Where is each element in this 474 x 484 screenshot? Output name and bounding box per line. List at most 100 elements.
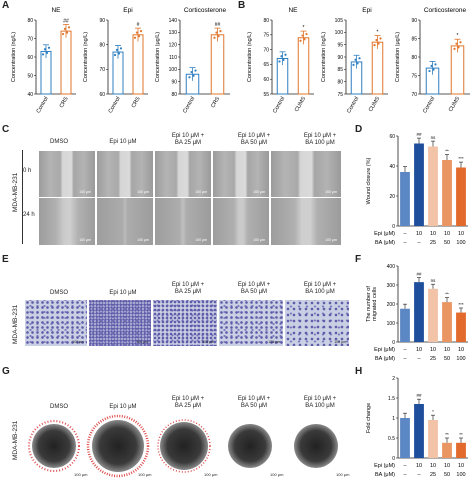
y-tick-label: 140 bbox=[169, 18, 178, 24]
x-tick-label: CRS bbox=[210, 96, 221, 109]
significance-label: *** bbox=[458, 156, 464, 161]
y-tick-label: 70 bbox=[99, 67, 105, 73]
condition-value: 10 bbox=[430, 231, 436, 237]
significance-label: ## bbox=[416, 272, 422, 277]
spheroid-ba50 bbox=[228, 424, 272, 468]
col-title-e-ba50: Epi 10 μM + BA 50 μM bbox=[237, 282, 271, 295]
y-axis-label: Concentration (ng/L) bbox=[247, 32, 253, 82]
condition-value: 25 bbox=[430, 356, 436, 362]
y-tick-label: 70 bbox=[27, 36, 33, 42]
condition-value: 100 bbox=[456, 240, 465, 246]
data-point bbox=[41, 53, 45, 56]
significance-label: ## bbox=[416, 393, 422, 398]
panel-label-h: H bbox=[355, 366, 363, 377]
data-point bbox=[356, 62, 359, 65]
chart-a-epi: Epi Concentration (ng/L) 60 70 80 90 Control # C… bbox=[83, 7, 148, 114]
bar-cums bbox=[371, 41, 384, 95]
transwell-image-ba50: 100 μm bbox=[218, 299, 284, 347]
condition-row-label: BA (μM) bbox=[375, 472, 395, 478]
data-point bbox=[352, 63, 355, 66]
condition-value: 10 bbox=[458, 347, 464, 353]
chart-title: NE bbox=[288, 7, 298, 14]
significance-label: ns bbox=[431, 278, 437, 283]
y-tick-label: 75 bbox=[411, 73, 417, 79]
y-tick-label: 100 bbox=[387, 321, 396, 327]
bar-1 bbox=[400, 172, 410, 226]
data-point bbox=[377, 42, 380, 45]
condition-value: 10 bbox=[430, 463, 436, 469]
spheroid-images: 100 μm 100 μm 100 μm 100 μm 100 μm bbox=[28, 414, 350, 478]
col-title-epi: Epi 10 μM bbox=[109, 139, 137, 145]
significance-label: ## bbox=[63, 18, 69, 24]
condition-row-label: Epi (μM) bbox=[374, 347, 395, 353]
wound-image-ba100-24h: 100 μm bbox=[270, 197, 342, 246]
x-tick-label: Control bbox=[108, 96, 122, 114]
y-axis-label: Concentration (ng/L) bbox=[11, 32, 17, 82]
cell-line-label-e: MDA-MB-231 bbox=[12, 304, 19, 344]
y-tick-label: 60 bbox=[99, 92, 105, 98]
x-tick-label: CRS bbox=[131, 96, 142, 109]
panel-label-a: A bbox=[2, 0, 10, 11]
condition-value: – bbox=[403, 231, 407, 237]
wound-image-epi-24h: 100 μm bbox=[96, 197, 154, 246]
data-point bbox=[119, 47, 123, 50]
condition-value: – bbox=[417, 356, 421, 362]
data-point bbox=[61, 32, 65, 36]
y-tick-label: 75 bbox=[263, 33, 269, 39]
col-title-g-ba100: Epi 10 μM + BA 100 μM bbox=[303, 396, 337, 409]
y-tick-label: 120 bbox=[169, 42, 178, 48]
spheroid-ba100 bbox=[294, 424, 338, 468]
y-tick-label: 100 bbox=[335, 30, 344, 36]
y-tick-label: 60 bbox=[389, 134, 395, 140]
y-tick-label: 65 bbox=[263, 62, 269, 68]
transwell-image-ba25: 100 μm bbox=[152, 299, 218, 347]
condition-value: – bbox=[403, 472, 407, 478]
y-tick-label: 70 bbox=[411, 92, 417, 98]
condition-row-label: Epi (μM) bbox=[374, 231, 395, 237]
y-axis-label: Concentration (ng/L) bbox=[321, 32, 327, 82]
y-tick-label: 95 bbox=[337, 42, 343, 48]
panel-label-e: E bbox=[2, 254, 9, 265]
data-point bbox=[188, 76, 191, 79]
wound-image-ba50-0h: 100 μm bbox=[212, 150, 270, 198]
bar-crs bbox=[210, 34, 225, 95]
y-tick-label: 60 bbox=[263, 77, 269, 83]
scale-g-1: 100 μm bbox=[74, 472, 88, 477]
panel-label-g: G bbox=[2, 366, 10, 377]
data-point bbox=[282, 58, 285, 62]
data-point bbox=[45, 51, 49, 55]
data-point bbox=[457, 46, 460, 49]
data-point bbox=[432, 68, 435, 71]
data-point bbox=[278, 60, 281, 63]
data-point bbox=[47, 46, 51, 49]
scale-g-3: 100 μm bbox=[204, 472, 218, 477]
cell-line-label-g: MDA-MB-231 bbox=[12, 420, 19, 460]
transwell-image-dmso: 100 μm bbox=[24, 299, 88, 347]
wound-image-dmso-0h: 100 μm bbox=[38, 150, 96, 198]
panel-label-c: C bbox=[2, 124, 10, 135]
condition-value: – bbox=[403, 240, 407, 246]
significance-label: ** bbox=[459, 432, 463, 437]
col-title-dmso: DMSO bbox=[50, 139, 68, 145]
chart-b-epi: Epi Concentration (ng/L) 75 80 85 90 95 100 105 C… bbox=[321, 7, 388, 114]
spheroid-dmso bbox=[28, 420, 80, 472]
wound-image-ba50-24h: 100 μm bbox=[212, 197, 270, 246]
bar-2 bbox=[414, 282, 424, 342]
y-tick-label: 90 bbox=[99, 18, 105, 24]
y-axis-label: Fold change bbox=[366, 403, 372, 433]
col-title-e-ba25: Epi 10 μM + BA 25 μM bbox=[171, 282, 205, 295]
data-point bbox=[139, 30, 143, 33]
data-point bbox=[137, 35, 141, 38]
bar-4 bbox=[442, 302, 452, 342]
data-point bbox=[192, 74, 195, 77]
condition-value: 25 bbox=[430, 472, 436, 478]
chart-title: Corticosterone bbox=[184, 7, 227, 14]
condition-value: 100 bbox=[456, 472, 465, 478]
transwell-image-ba100: 100 μm bbox=[284, 299, 350, 347]
data-point bbox=[453, 47, 456, 50]
col-title-g-dmso: DMSO bbox=[50, 404, 68, 410]
significance-label: # bbox=[137, 22, 140, 28]
wound-image-ba25-24h: 100 μm bbox=[154, 197, 212, 246]
x-tick-label: Control bbox=[272, 96, 286, 114]
data-point bbox=[299, 39, 302, 42]
